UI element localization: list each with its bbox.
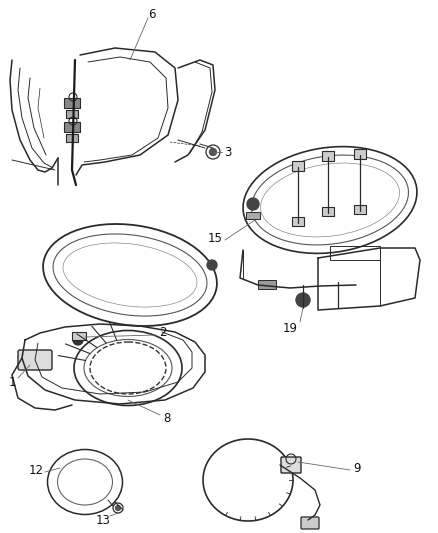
Text: 19: 19 xyxy=(283,321,297,335)
FancyBboxPatch shape xyxy=(301,517,319,529)
FancyBboxPatch shape xyxy=(72,332,86,340)
FancyBboxPatch shape xyxy=(18,350,52,370)
Text: 6: 6 xyxy=(148,9,156,21)
Text: 12: 12 xyxy=(28,464,43,477)
FancyBboxPatch shape xyxy=(292,217,304,226)
FancyBboxPatch shape xyxy=(354,149,366,159)
FancyBboxPatch shape xyxy=(354,205,366,214)
FancyBboxPatch shape xyxy=(64,122,80,132)
Circle shape xyxy=(116,505,120,511)
FancyBboxPatch shape xyxy=(246,212,260,219)
Text: 2: 2 xyxy=(159,327,167,340)
Text: 13: 13 xyxy=(95,513,110,527)
FancyBboxPatch shape xyxy=(64,98,80,108)
FancyBboxPatch shape xyxy=(322,207,334,216)
Circle shape xyxy=(207,260,217,270)
FancyBboxPatch shape xyxy=(292,161,304,171)
Text: 1: 1 xyxy=(8,376,16,389)
Circle shape xyxy=(209,149,216,156)
Circle shape xyxy=(296,293,310,307)
Text: 9: 9 xyxy=(353,462,361,474)
Circle shape xyxy=(247,198,259,210)
Circle shape xyxy=(73,335,83,345)
FancyBboxPatch shape xyxy=(66,134,78,142)
Text: 3: 3 xyxy=(224,146,232,158)
FancyBboxPatch shape xyxy=(258,280,276,289)
FancyBboxPatch shape xyxy=(322,151,334,161)
Text: 15: 15 xyxy=(208,231,223,245)
FancyBboxPatch shape xyxy=(281,457,301,473)
Text: 8: 8 xyxy=(163,411,171,424)
FancyBboxPatch shape xyxy=(66,110,78,118)
